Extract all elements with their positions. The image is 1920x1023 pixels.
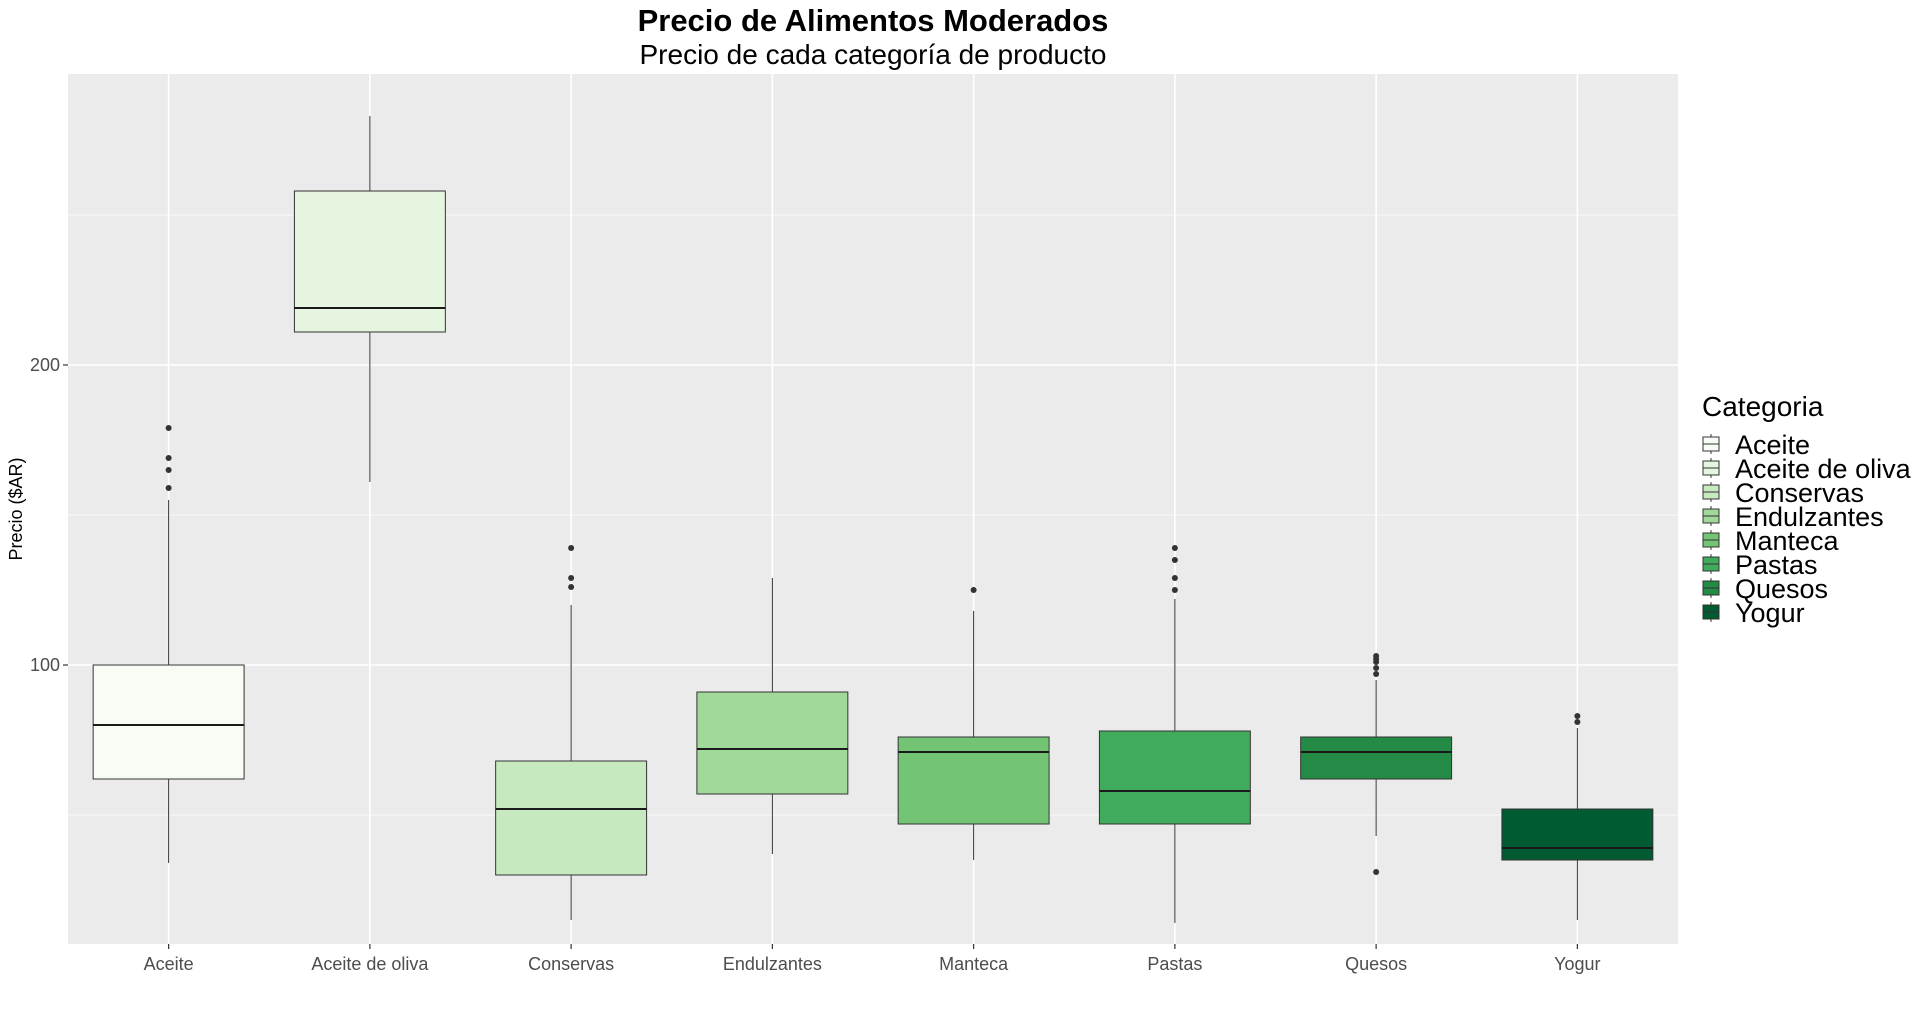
outlier-point — [1373, 869, 1380, 875]
box-body — [92, 664, 245, 780]
x-tick-label: Aceite de oliva — [311, 954, 429, 974]
x-tick-label: Aceite — [144, 954, 194, 974]
outlier-point — [1574, 713, 1581, 719]
legend-item-pastas: Pastas — [1702, 550, 1818, 580]
legend-label: Pastas — [1735, 550, 1818, 580]
box-body — [1501, 808, 1654, 861]
legend-label: Aceite — [1735, 430, 1810, 460]
outlier-point — [1171, 587, 1178, 593]
legend-item-aceite: Aceite — [1702, 430, 1810, 460]
outlier-point — [1574, 719, 1581, 725]
box-body — [696, 691, 849, 795]
x-tick-label: Manteca — [939, 954, 1009, 974]
y-axis-ticks: 100 200 — [30, 355, 68, 675]
y-tick-label: 200 — [30, 355, 60, 375]
box-body — [897, 736, 1050, 825]
legend-label: Manteca — [1735, 526, 1840, 556]
outlier-point — [165, 467, 172, 473]
y-tick-label: 100 — [30, 655, 60, 675]
outlier-point — [568, 584, 575, 590]
legend-label: Yogur — [1735, 598, 1805, 628]
box-aceite — [92, 425, 245, 863]
chart-subtitle: Precio de cada categoría de producto — [640, 39, 1107, 70]
box-aceite-de-oliva — [293, 116, 446, 482]
y-axis-title: Precio ($AR) — [6, 457, 26, 560]
legend-label: Conservas — [1735, 478, 1864, 508]
outlier-point — [1171, 575, 1178, 581]
x-tick-label: Quesos — [1345, 954, 1407, 974]
outlier-point — [1373, 671, 1380, 677]
x-tick-label: Pastas — [1147, 954, 1202, 974]
boxes-group — [92, 116, 1654, 923]
box-manteca — [897, 587, 1050, 860]
legend-title: Categoria — [1702, 391, 1824, 422]
outlier-point — [1171, 545, 1178, 551]
box-body — [1098, 730, 1251, 825]
box-pastas — [1098, 545, 1251, 923]
box-conservas — [495, 545, 648, 920]
x-axis-ticks: Aceite Aceite de oliva Conservas Endulzante… — [144, 944, 1601, 974]
legend-item-quesos: Quesos — [1702, 574, 1828, 604]
outlier-point — [568, 545, 575, 551]
legend-item-conservas: Conservas — [1702, 478, 1864, 508]
box-yogur — [1501, 713, 1654, 920]
box-body — [293, 190, 446, 333]
outlier-point — [1373, 665, 1380, 671]
box-quesos — [1300, 653, 1453, 875]
outlier-point — [1373, 653, 1380, 659]
outlier-point — [165, 425, 172, 431]
legend-item-yogur: Yogur — [1702, 598, 1805, 628]
box-body — [495, 760, 648, 876]
legend-item-aceite-de-oliva: Aceite de oliva — [1702, 454, 1912, 484]
legend-item-endulzantes: Endulzantes — [1702, 502, 1884, 532]
legend-label: Aceite de oliva — [1735, 454, 1912, 484]
chart-title: Precio de Alimentos Moderados — [638, 3, 1109, 38]
legend-label: Endulzantes — [1735, 502, 1884, 532]
outlier-point — [568, 575, 575, 581]
x-tick-label: Conservas — [528, 954, 614, 974]
box-body — [1300, 736, 1453, 780]
legend-item-manteca: Manteca — [1702, 526, 1840, 556]
outlier-point — [1171, 557, 1178, 563]
outlier-point — [165, 455, 172, 461]
x-tick-label: Yogur — [1554, 954, 1600, 974]
outlier-point — [970, 587, 977, 593]
x-tick-label: Endulzantes — [723, 954, 822, 974]
outlier-point — [165, 485, 172, 491]
legend-label: Quesos — [1735, 574, 1828, 604]
box-endulzantes — [696, 578, 849, 854]
